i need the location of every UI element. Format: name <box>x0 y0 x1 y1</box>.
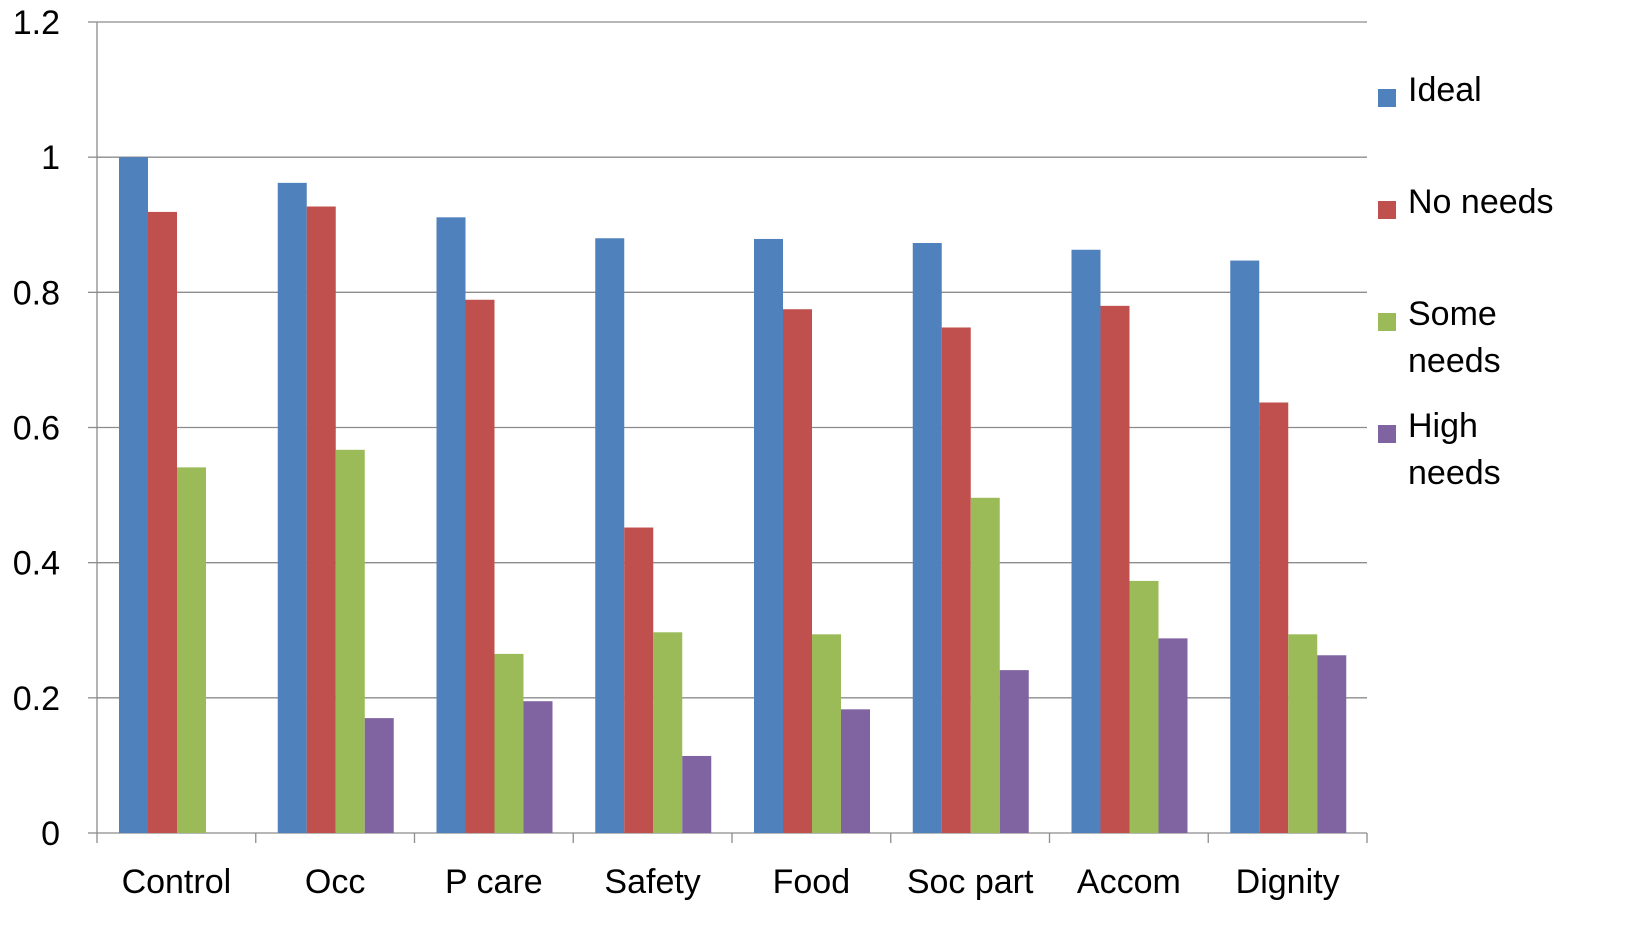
legend-label: needs <box>1408 342 1501 380</box>
y-tick-label: 1 <box>41 139 60 177</box>
y-tick-label: 0.8 <box>13 274 60 312</box>
x-tick-label: Safety <box>604 863 700 901</box>
bar-ideal-occ <box>277 182 307 833</box>
x-tick-label: Soc part <box>907 863 1034 901</box>
bar-high-needs-safety <box>682 755 712 833</box>
bar-no-needs-safety <box>624 527 654 833</box>
bar-ideal-accom <box>1071 249 1101 833</box>
bar-some-needs-dignity <box>1288 634 1318 833</box>
legend-swatch <box>1378 425 1396 443</box>
bar-some-needs-accom <box>1129 580 1159 833</box>
x-tick-label: Dignity <box>1236 863 1340 901</box>
legend-swatch <box>1378 201 1396 219</box>
bar-ideal-dignity <box>1230 260 1260 833</box>
bar-some-needs-safety <box>653 632 683 833</box>
y-tick-label: 0 <box>41 815 60 853</box>
bar-no-needs-control <box>148 211 177 833</box>
x-tick-label: Control <box>122 863 232 901</box>
bars <box>119 157 1347 834</box>
bar-high-needs-dignity <box>1317 655 1347 833</box>
bar-ideal-food <box>754 238 783 833</box>
bar-ideal-safety <box>595 238 625 833</box>
bar-ideal-p-care <box>436 217 466 834</box>
legend-label: Some <box>1408 295 1497 333</box>
bar-no-needs-dignity <box>1259 402 1289 833</box>
legend-swatch <box>1378 313 1396 331</box>
legend-label: Ideal <box>1408 71 1482 109</box>
bar-some-needs-food <box>812 634 841 833</box>
bar-ideal-soc-part <box>912 242 942 833</box>
bar-some-needs-p-care <box>494 653 524 833</box>
x-tick-label: Occ <box>305 863 365 901</box>
bar-high-needs-food <box>841 709 870 833</box>
x-tick-label: P care <box>445 863 543 901</box>
legend: Ideal No needs Some needs High needs <box>1378 71 1554 492</box>
bar-no-needs-food <box>783 309 812 834</box>
bar-no-needs-accom <box>1100 305 1130 834</box>
bar-no-needs-p-care <box>465 299 495 834</box>
bar-high-needs-soc-part <box>999 670 1029 833</box>
x-tick-label: Accom <box>1077 863 1181 901</box>
y-tick-label: 1.2 <box>13 4 60 42</box>
legend-label: High <box>1408 407 1478 445</box>
bar-no-needs-soc-part <box>941 327 971 833</box>
x-tick-label: Food <box>773 863 851 901</box>
bar-high-needs-accom <box>1158 638 1188 833</box>
bar-some-needs-soc-part <box>970 497 1000 833</box>
y-tick-label: 0.6 <box>13 410 60 448</box>
legend-label: No needs <box>1408 183 1554 221</box>
bar-some-needs-control <box>177 467 206 833</box>
y-tick-label: 0.4 <box>13 545 60 583</box>
bar-no-needs-occ <box>306 206 336 833</box>
bar-some-needs-occ <box>335 449 365 833</box>
y-tick-label: 0.2 <box>13 680 60 718</box>
legend-label: needs <box>1408 454 1501 492</box>
tick-labels: 0 0.2 0.4 0.6 0.8 1 1.2 Control Occ P care Safety F… <box>13 4 1340 901</box>
bar-ideal-control <box>119 157 148 833</box>
legend-swatch <box>1378 89 1396 107</box>
bar-high-needs-occ <box>364 718 394 833</box>
bar-high-needs-p-care <box>523 701 553 833</box>
